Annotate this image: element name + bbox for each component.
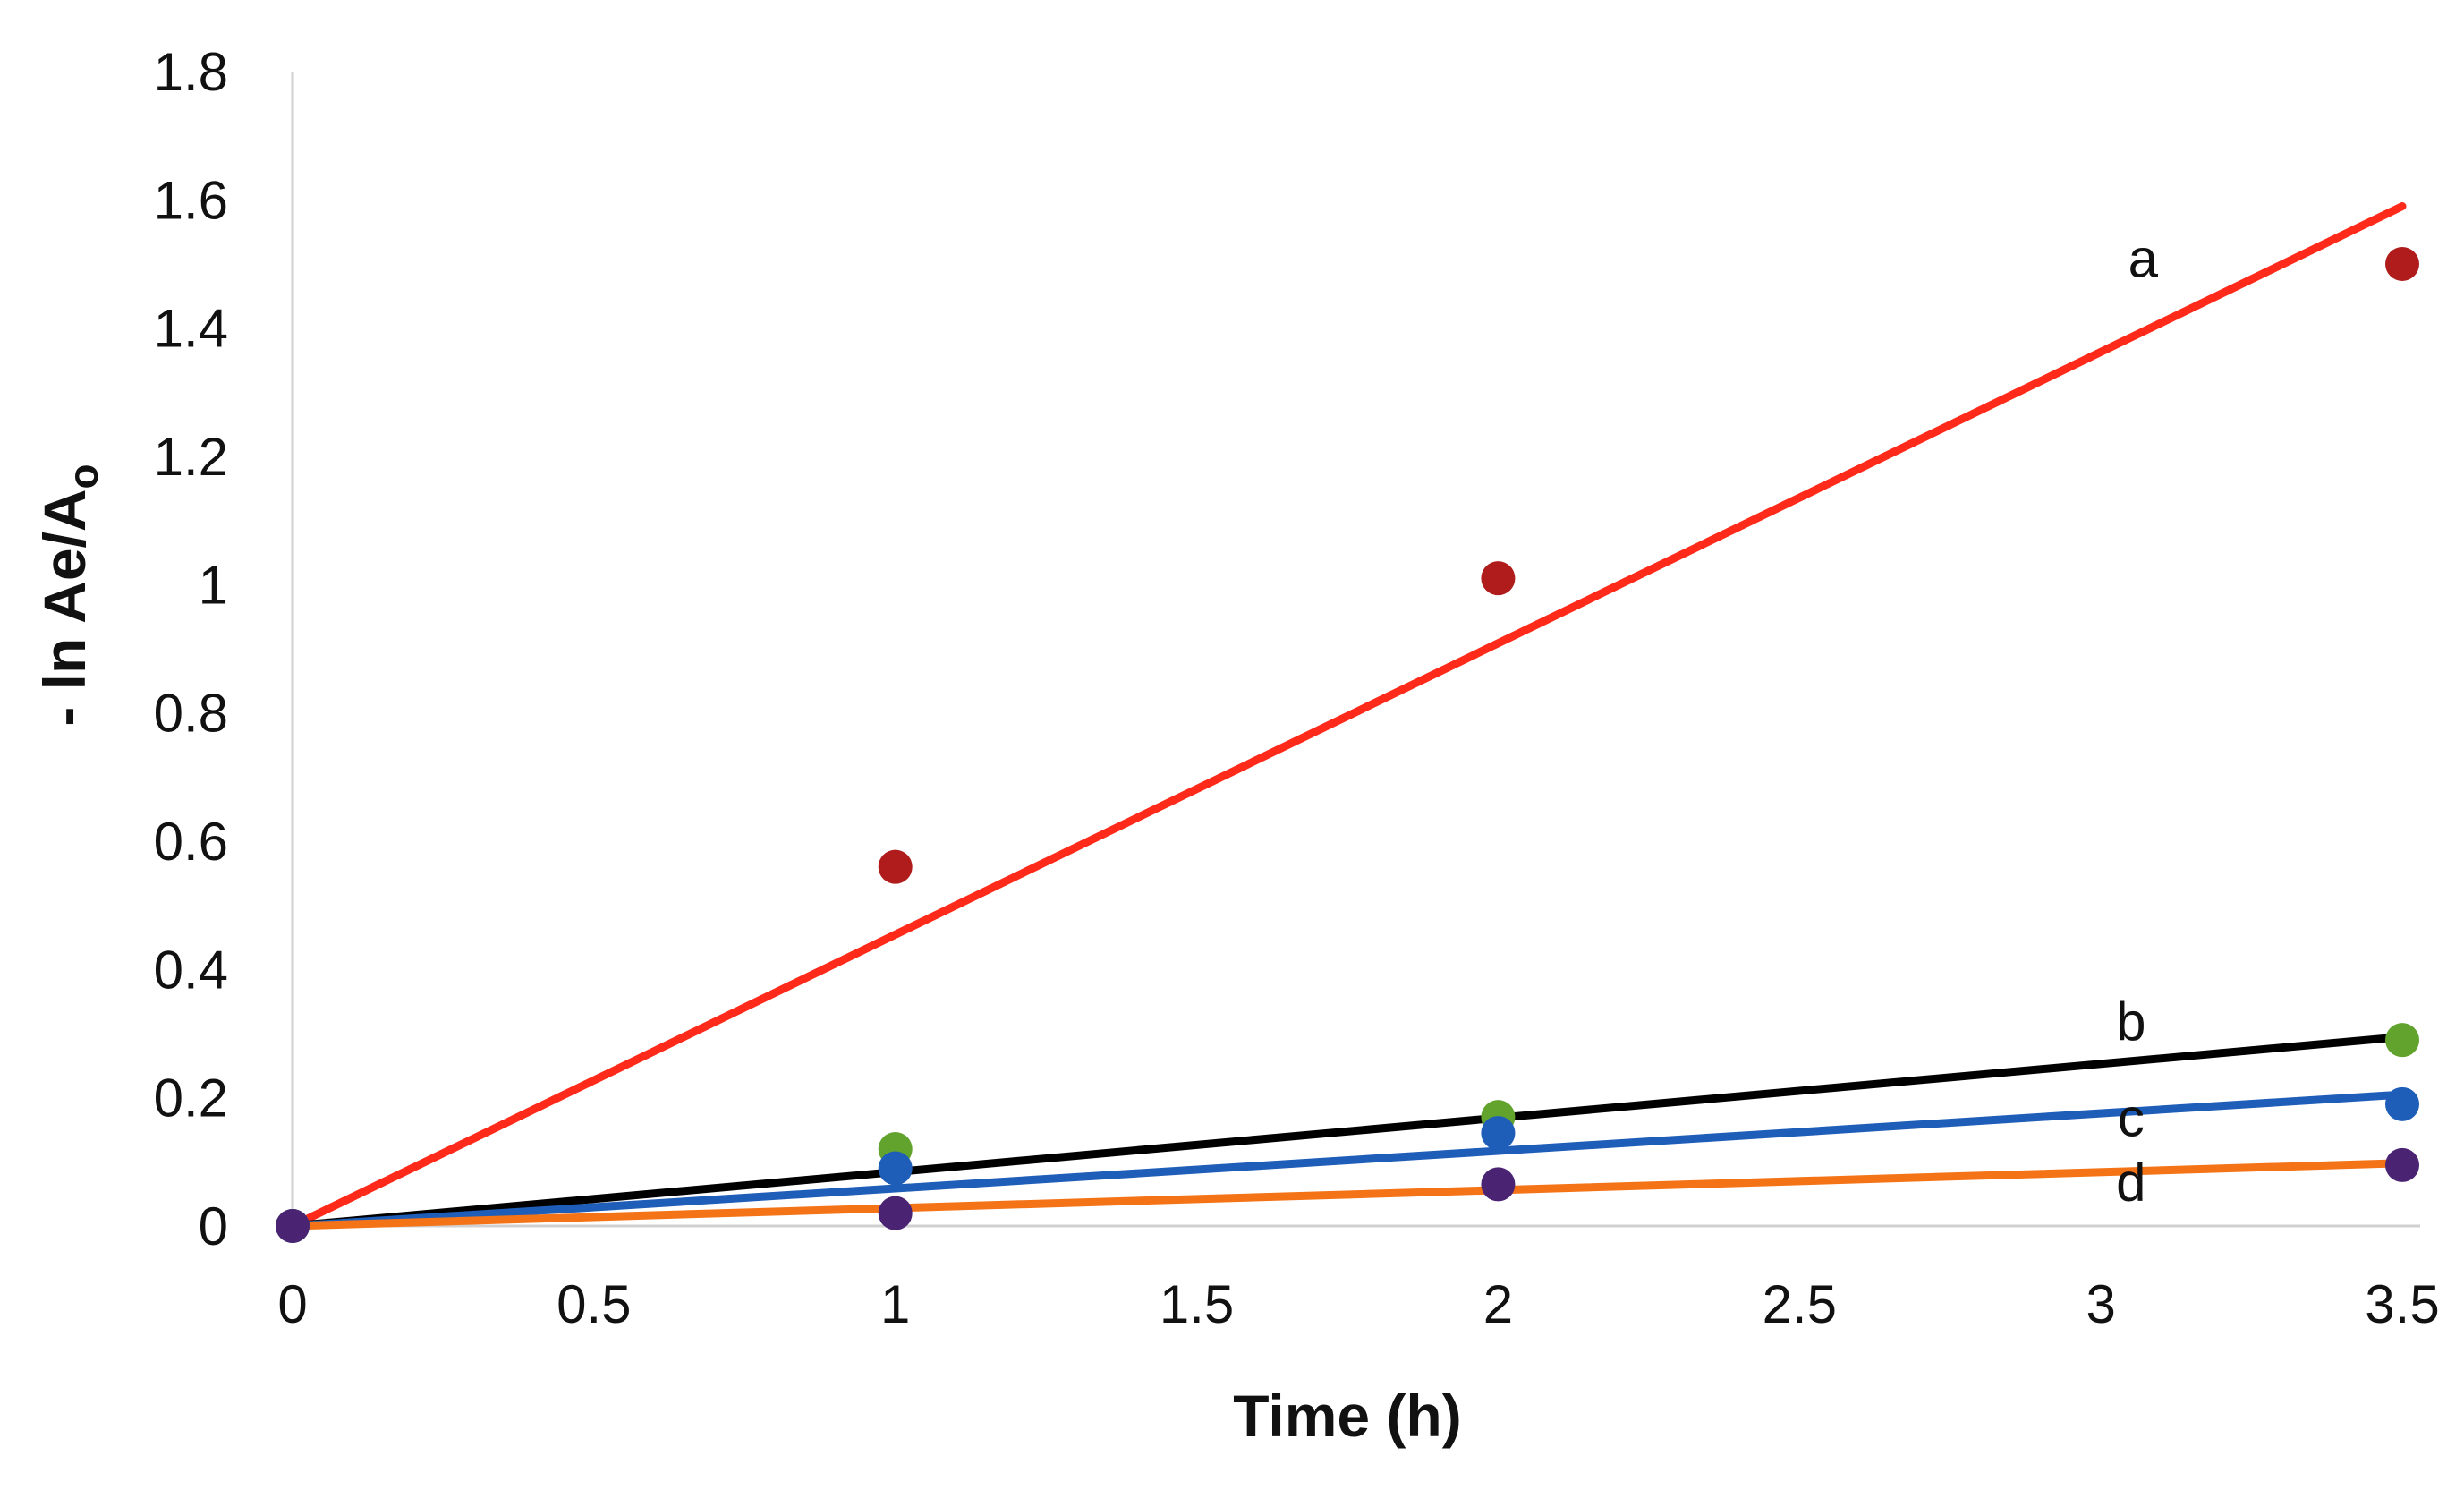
y-tick-label: 0.2 [154, 1069, 228, 1128]
y-axis-title: - ln Ae/Ao [31, 464, 106, 726]
y-axis-title-main: - ln Ae/A [31, 489, 98, 726]
y-tick-label: 0 [199, 1196, 228, 1256]
data-point-a [878, 849, 913, 884]
series-labels: a bcd [2116, 228, 2158, 1212]
data-point-a [2385, 247, 2419, 281]
trendline-c [288, 1090, 2407, 1230]
x-axis-title: Time (h) [1233, 1383, 1461, 1449]
axes [291, 72, 2420, 1228]
y-tick-label: 0.4 [154, 940, 228, 1000]
y-tick-label: 0.8 [154, 684, 228, 744]
data-point-d [2385, 1147, 2419, 1182]
y-axis-title-subscript: o [60, 464, 106, 489]
x-tick-label: 2.5 [1763, 1274, 1837, 1334]
trendline-a [288, 202, 2407, 1230]
trendline-b [288, 1033, 2407, 1230]
y-tick-label: 0.6 [154, 812, 228, 872]
y-tick-label: 1 [199, 555, 228, 615]
tick-labels: 0 0.5 1 1.5 2 2.5 3 3.5 0 0.2 0.4 0.6 0.8 1 1.2 1.4 1.6 1… [154, 42, 2440, 1334]
series-label-a: a [2128, 228, 2159, 288]
x-tick-label: 2 [1483, 1274, 1513, 1334]
trendlines [288, 202, 2407, 1230]
y-tick-label: 1.8 [154, 42, 228, 102]
x-tick-label: 0 [277, 1274, 307, 1334]
series-label-b: b [2116, 992, 2145, 1052]
data-point-b [2385, 1023, 2419, 1058]
x-tick-label: 3 [2086, 1274, 2115, 1334]
data-points [276, 247, 2419, 1243]
data-point-c [2385, 1086, 2419, 1121]
data-point-d [276, 1209, 310, 1243]
data-point-c [1481, 1116, 1516, 1151]
y-tick-label: 1.4 [154, 299, 228, 359]
series-label-d: d [2116, 1152, 2145, 1212]
x-tick-label: 3.5 [2365, 1274, 2439, 1334]
data-point-c [878, 1151, 913, 1186]
trendline-d [288, 1159, 2407, 1230]
x-tick-label: 1 [880, 1274, 910, 1334]
data-point-d [878, 1196, 913, 1230]
x-tick-label: 0.5 [557, 1274, 631, 1334]
series-label-c: c [2118, 1088, 2145, 1148]
data-point-d [1481, 1167, 1516, 1202]
data-point-a [1481, 561, 1516, 596]
y-tick-label: 1.2 [154, 427, 228, 487]
y-tick-label: 1.6 [154, 170, 228, 230]
x-tick-label: 1.5 [1160, 1274, 1234, 1334]
